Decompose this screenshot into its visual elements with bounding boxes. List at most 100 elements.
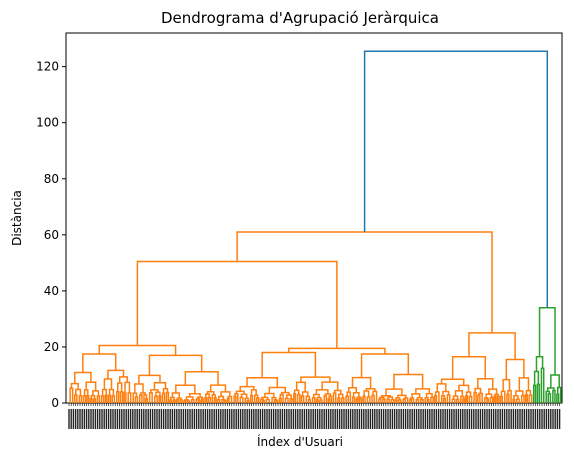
y-axis: 0 20 40 60 80 100 120 <box>36 60 66 410</box>
dendrogram-link <box>371 394 375 403</box>
dendrogram-link <box>462 398 466 403</box>
x-tick-label <box>151 409 154 429</box>
dendrogram-link <box>550 374 560 388</box>
dendrogram-link <box>346 391 352 403</box>
x-tick-label <box>499 409 501 429</box>
dendrogram-link <box>74 394 78 403</box>
dendrogram-link <box>255 397 260 403</box>
x-tick-label <box>316 409 319 429</box>
dendrogram-link <box>165 391 170 403</box>
dendrogram-link <box>387 396 394 400</box>
dendrogram-link <box>505 358 525 380</box>
cluster-link <box>236 231 493 333</box>
x-tick-label <box>365 409 367 429</box>
dendrogram-link <box>284 397 289 403</box>
dendrogram-link <box>293 389 300 395</box>
x-tick-label <box>283 409 286 429</box>
x-tick-label <box>345 409 347 429</box>
dendrogram-link <box>458 384 470 393</box>
x-tick-label <box>475 409 477 429</box>
x-tick-label <box>231 409 233 429</box>
dendrogram-link <box>148 392 153 403</box>
dendrogram-link <box>454 390 464 397</box>
x-tick-label <box>70 409 72 429</box>
dendrogram-link <box>90 394 96 399</box>
dendrogram-link <box>351 396 356 403</box>
dendrogram-link <box>289 398 293 403</box>
dendrogram-link <box>477 377 494 390</box>
dendrogram-link <box>82 394 87 403</box>
dendrogram-link <box>107 369 125 380</box>
dendrogram-link <box>356 396 362 399</box>
x-tick-label <box>125 409 127 429</box>
x-tick-label <box>433 409 435 429</box>
x-tick-label <box>545 409 548 429</box>
dendrogram-link <box>409 397 415 403</box>
x-tick-label <box>96 409 99 429</box>
x-tick-label <box>244 409 246 429</box>
dendrogram-link <box>227 395 233 403</box>
dendrogram-link <box>402 398 407 403</box>
dendrogram-link <box>533 370 540 386</box>
x-tick-label <box>508 409 510 429</box>
x-tick-label <box>206 409 209 429</box>
dendrogram-link <box>409 398 413 403</box>
dendrogram-link <box>118 376 128 384</box>
dendrogram-link <box>134 396 139 403</box>
dendrogram-link <box>116 390 120 403</box>
x-tick-label <box>332 409 334 429</box>
x-tick-label <box>129 409 132 429</box>
x-tick-label <box>389 409 391 429</box>
x-tick-label <box>184 409 187 429</box>
dendrogram-link <box>107 394 112 403</box>
dendrogram-link <box>82 353 117 373</box>
x-tick-label <box>334 409 336 429</box>
x-tick-label <box>242 409 244 429</box>
dendrogram-link <box>127 392 132 403</box>
dendrogram-link <box>319 399 323 403</box>
dendrogram-link <box>92 398 97 403</box>
dendrogram-link <box>355 398 359 403</box>
x-tick-label <box>88 409 90 429</box>
x-tick-label <box>255 409 257 429</box>
x-tick-label <box>393 409 396 429</box>
cluster-link <box>288 347 386 354</box>
dendrogram-link <box>499 395 504 403</box>
x-tick-label <box>396 409 398 429</box>
x-tick-label <box>217 409 220 429</box>
dendrogram-link <box>337 397 341 403</box>
x-tick-label <box>220 409 222 429</box>
dendrogram-link <box>379 396 385 400</box>
dendrogram-link <box>525 389 532 396</box>
x-tick-label <box>169 409 171 429</box>
x-tick-label <box>501 409 504 429</box>
x-tick-label <box>253 409 255 429</box>
x-tick-label <box>477 409 479 429</box>
dendrogram-link <box>119 391 124 403</box>
x-tick-label <box>371 409 374 429</box>
x-tick-label <box>85 409 88 429</box>
dendrogram-link <box>246 399 250 403</box>
x-tick-label <box>301 409 303 429</box>
x-tick-label <box>492 409 495 429</box>
x-axis-label: Índex d'Usuari <box>257 434 343 449</box>
x-tick-label <box>470 409 473 429</box>
dendrogram-link <box>158 395 162 403</box>
dendrogram-link <box>352 391 360 398</box>
x-tick-label <box>138 409 141 429</box>
dendrogram-link <box>221 398 226 403</box>
dendrogram-link <box>154 395 158 403</box>
x-tick-label <box>281 409 284 429</box>
y-tick-label: 0 <box>51 396 59 410</box>
y-tick-label: 40 <box>44 284 59 298</box>
dendrogram-link <box>293 393 297 403</box>
x-tick-label <box>380 409 383 429</box>
dendrogram-link <box>473 391 477 403</box>
x-tick-label <box>431 409 433 429</box>
dendrogram-link <box>328 395 333 403</box>
dendrogram-link <box>249 394 254 403</box>
x-tick-label <box>158 409 160 429</box>
x-tick-label <box>105 409 108 429</box>
x-tick-label <box>341 409 343 429</box>
